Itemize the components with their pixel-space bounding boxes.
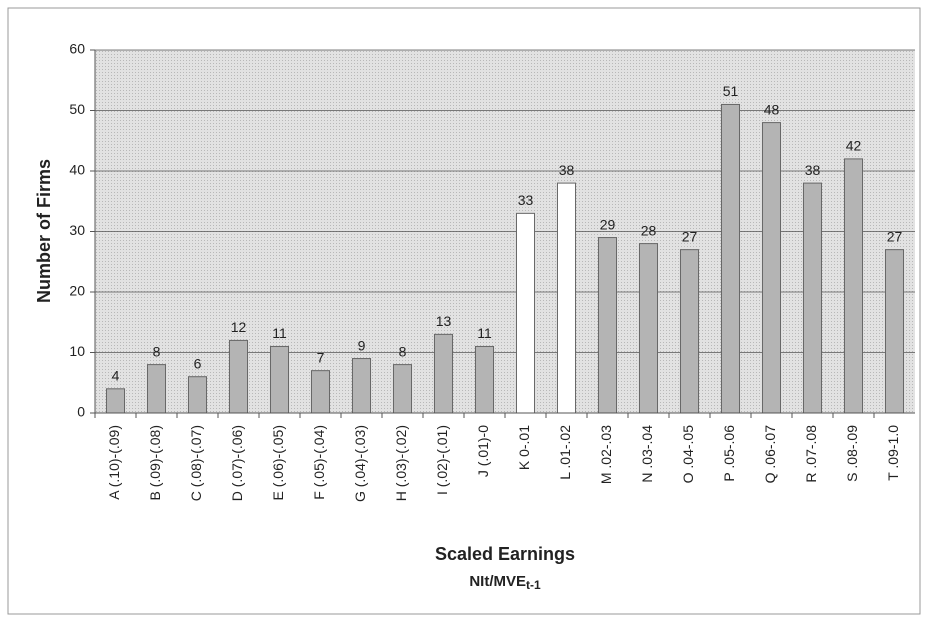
bar <box>843 158 864 414</box>
data-label: 51 <box>723 83 739 99</box>
data-label: 12 <box>231 319 247 335</box>
data-label: 33 <box>518 192 534 208</box>
bar <box>597 237 618 414</box>
bar <box>474 345 495 414</box>
x-tick-label: G (.04)-(.03) <box>352 425 368 502</box>
y-tick-label: 0 <box>77 404 85 420</box>
bar <box>679 249 700 414</box>
data-label: 11 <box>272 325 287 341</box>
y-tick-label: 30 <box>69 222 85 238</box>
y-tick-label: 60 <box>69 41 85 57</box>
data-label: 27 <box>682 228 698 244</box>
bar <box>351 358 372 414</box>
x-tick-label: F (.05)-(.04) <box>311 425 327 500</box>
x-tick-label: I (.02)-(.01) <box>434 425 450 495</box>
bar <box>310 370 331 414</box>
bar <box>638 243 659 414</box>
y-axis-label: Number of Firms <box>34 159 54 303</box>
y-tick-label: 10 <box>69 343 85 359</box>
x-tick-label: N .03-.04 <box>639 425 655 483</box>
x-tick-label: Q .06-.07 <box>762 425 778 484</box>
data-label: 38 <box>805 162 821 178</box>
bar <box>761 122 782 414</box>
y-tick-label: 50 <box>69 101 85 117</box>
x-axis-label-2: NIt/MVEt-1 <box>469 573 541 592</box>
x-label-main: NIt/MVE <box>469 573 526 590</box>
bar <box>884 249 905 414</box>
x-tick-label: C (.08)-(.07) <box>188 425 204 501</box>
bar <box>105 388 126 414</box>
data-label: 8 <box>399 343 407 359</box>
data-label: 38 <box>559 162 575 178</box>
x-label-subscript: t-1 <box>526 578 541 592</box>
data-label: 28 <box>641 222 657 238</box>
data-label: 29 <box>600 216 616 232</box>
bar <box>269 345 290 414</box>
bar <box>146 364 167 414</box>
data-label: 13 <box>436 313 452 329</box>
data-label: 9 <box>358 337 366 353</box>
y-tick-label: 20 <box>69 283 85 299</box>
bar <box>720 103 741 414</box>
bar <box>515 212 536 414</box>
y-tick-label: 40 <box>69 162 85 178</box>
x-tick-label: K 0-.01 <box>516 425 532 470</box>
bar <box>433 333 454 414</box>
x-tick-label: O .04-.05 <box>680 425 696 484</box>
bar <box>392 364 413 414</box>
bar <box>187 376 208 414</box>
bar <box>802 182 823 414</box>
x-tick-label: L .01-.02 <box>557 425 573 480</box>
x-tick-label: T .09-1.0 <box>885 425 901 481</box>
data-label: 7 <box>317 349 325 365</box>
bar <box>228 339 249 414</box>
data-label: 4 <box>112 368 120 384</box>
x-axis-label: Scaled Earnings <box>435 544 575 564</box>
data-label: 48 <box>764 101 780 117</box>
data-label: 11 <box>477 325 492 341</box>
x-tick-label: M .02-.03 <box>598 425 614 484</box>
x-tick-label: E (.06)-(.05) <box>270 425 286 500</box>
data-label: 42 <box>846 138 862 154</box>
x-tick-label: B (.09)-(.08) <box>147 425 163 500</box>
x-tick-label: H (.03)-(.02) <box>393 425 409 501</box>
data-label: 27 <box>887 228 903 244</box>
x-tick-label: D (.07)-(.06) <box>229 425 245 501</box>
x-tick-label: A (.10)-(.09) <box>106 425 122 500</box>
x-tick-label: P .05-.06 <box>721 425 737 482</box>
x-tick-label: S .08-.09 <box>844 425 860 482</box>
data-label: 6 <box>194 355 202 371</box>
x-tick-label: R .07-.08 <box>803 425 819 483</box>
bar <box>556 182 577 414</box>
x-tick-label: J (.01)-0 <box>475 425 491 477</box>
data-label: 8 <box>153 343 161 359</box>
